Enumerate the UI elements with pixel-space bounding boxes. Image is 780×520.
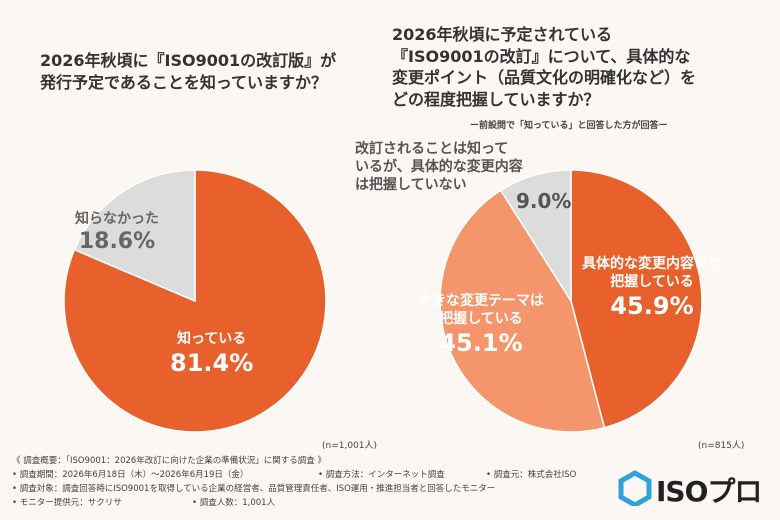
survey-method: • 調査方法：インターネット調査 [318,470,445,480]
survey-count: • 調査人数：1,001人 [192,498,276,508]
survey-provider: • モニター提供元：サクリサ [12,498,122,508]
slice-label-a: 具体的な変更内容まで 把握している 45.9% [582,255,722,323]
slice-label-unknown: 知らなかった 18.6% [75,210,159,257]
hexagon-logo-icon [618,470,652,508]
slice-label-know: 知っている 81.4% [170,330,253,379]
survey-overview: 《 調査概要：「ISO9001：2026年改訂に向けた企業の準備状況」に関する調… [12,456,327,466]
slice-label-a-line2: 把握している [610,274,694,291]
slice-label-c-line2: いるが、具体的な変更内容 [355,159,523,176]
chart2-title-line3: 変更ポイント（品質文化の明確化など）を [392,68,697,88]
chart2-title-line2: 『ISO9001の改訂』について、具体的な [392,46,691,66]
chart2-subtitle: ー前設問で「知っている」と回答した方が回答ー [470,121,668,131]
slice-label-unknown-text: 知らなかった [75,211,159,227]
pie-slice-theme [439,189,606,433]
pie-slice-unknown [73,169,196,303]
slice-label-a-line1: 具体的な変更内容まで [582,256,722,272]
slice-label-c-line3: は把握していない [355,177,467,194]
pie-slice-detail [570,169,703,429]
slice-label-c-line1: 改訂されることは知って [355,141,509,157]
survey-footer: 《 調査概要：「ISO9001：2026年改訂に向けた企業の準備状況」に関する調… [12,455,612,511]
slice-label-c: 改訂されることは知って いるが、具体的な変更内容 は把握していない [355,140,523,195]
slice-value-a: 45.9% [610,292,694,321]
slice-value-b: 45.1% [439,329,523,358]
chart2-title-line1: 2026年秋頃に予定されている [392,25,613,44]
chart2-title-line4: どの程度把握していますか？ [392,89,600,109]
slice-label-know-text: 知っている [176,331,247,347]
chart2-title: 2026年秋頃に予定されている 『ISO9001の改訂』について、具体的な 変更… [392,24,752,110]
survey-period: • 調査期間：2026年6月18日（木）〜2026年6月19日（金） [12,470,249,480]
slice-value-c: 9.0% [516,189,572,213]
slice-label-b: 大きな変更テーマは 把握している 45.1% [418,292,544,360]
chart1-title-line1: 2026年秋頃に『ISO9001の改訂版』が [40,51,337,70]
chart2-n: (n=815人) [698,441,745,451]
slice-label-b-line1: 大きな変更テーマは [418,293,544,309]
slice-value-unknown: 18.6% [78,229,156,255]
chart1-n: (n=1,001人) [322,441,378,451]
survey-target: • 調査対象：調査回答時にISO9001を取得している企業の経営者、品質管理責任… [12,484,496,494]
survey-source: • 調査元：株式会社ISO [486,470,577,480]
logo-text: ISOプロ [656,475,762,508]
chart1-title-line2: 発行予定であることを知っていますか？ [40,72,328,92]
slice-value-know: 81.4% [170,349,254,378]
pie-slice-not-grasped [499,169,572,304]
slice-label-b-line2: 把握している [439,311,523,328]
chart1-title: 2026年秋頃に『ISO9001の改訂版』が 発行予定であることを知っていますか… [40,50,360,93]
isopro-logo: ISOプロ [618,470,768,508]
